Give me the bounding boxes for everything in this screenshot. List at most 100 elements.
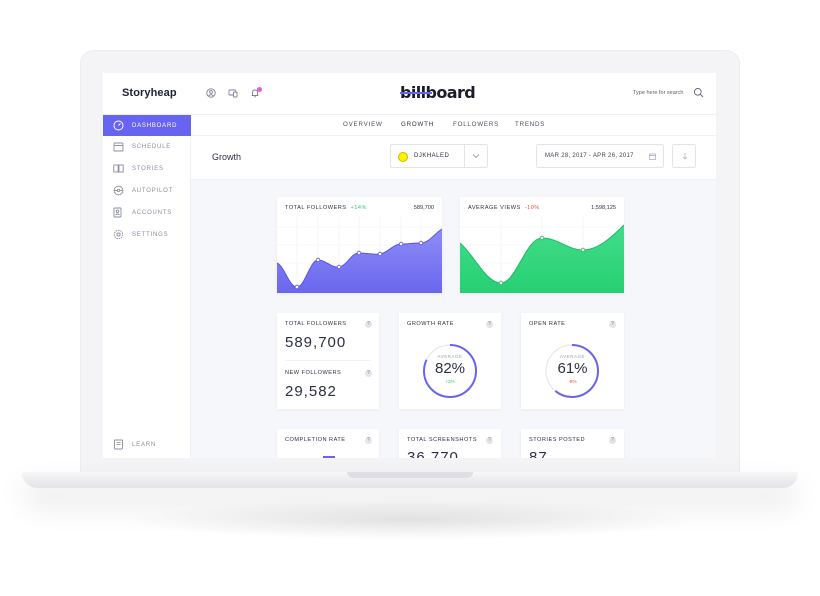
followers-area-chart[interactable] [277, 217, 442, 293]
chart-point [336, 264, 342, 270]
open-rate-ring [545, 344, 599, 398]
date-range-picker[interactable]: MAR 28, 2017 - APR 26, 2017 [536, 144, 664, 168]
total-followers-value: 589,700 [285, 334, 347, 351]
sidebar-item-label: SCHEDULE [132, 143, 172, 150]
sidebar-item-learn[interactable]: LEARN [103, 434, 191, 455]
help-icon[interactable]: ? [365, 437, 372, 444]
user-icon[interactable] [206, 88, 216, 98]
steering-wheel-icon [113, 185, 124, 196]
open-rate-label: OPEN RATE [529, 321, 566, 327]
tab-followers[interactable]: FOLLOWERS [453, 121, 500, 128]
completion-rate-label: COMPLETION RATE [285, 437, 346, 443]
tab-overview[interactable]: OVERVIEW [343, 121, 383, 128]
sidebar-item-label: SETTINGS [132, 231, 169, 238]
sidebar-item-autopilot[interactable]: AUTOPILOT [103, 180, 191, 201]
search-input[interactable]: Type here for search [633, 90, 684, 96]
open-rate-card: OPEN RATE ? AVERAGE 61% -8% [521, 313, 624, 409]
new-followers-value: 29,582 [285, 383, 337, 400]
download-button[interactable] [672, 144, 696, 168]
chart-point [356, 250, 362, 256]
chart-point [398, 241, 404, 247]
views-chart-card: AVERAGE VIEWS -10% 1,598,125 [460, 197, 624, 293]
chart-point [377, 251, 383, 257]
bell-icon[interactable] [250, 88, 260, 98]
open-rate-ring-label: AVERAGE [560, 354, 585, 359]
growth-rate-ring [423, 344, 477, 398]
stories-posted-card: STORIES POSTED ? 87 [521, 429, 624, 458]
views-chart-label: AVERAGE VIEWS [468, 205, 521, 211]
tab-trends[interactable]: TRENDS [515, 121, 546, 128]
growth-rate-label: GROWTH RATE [407, 321, 455, 327]
open-rate-delta: -8% [568, 379, 577, 384]
followers-chart-card: TOTAL FOLLOWERS +14% 589,700 [277, 197, 442, 293]
views-chart-value: 1,598,125 [591, 205, 616, 211]
billboard-logo: billboard [400, 83, 476, 102]
help-icon[interactable]: ? [365, 370, 372, 377]
dashboard-icon [113, 120, 124, 131]
sidebar-item-label: DASHBOARD [132, 122, 178, 129]
views-area [460, 225, 624, 293]
sidebar-item-accounts[interactable]: ACCOUNTS [103, 202, 191, 223]
growth-rate-delta: +3% [445, 379, 455, 384]
chevron-down-icon[interactable] [472, 153, 480, 159]
growth-rate-value: 82% [434, 360, 466, 377]
help-icon[interactable]: ? [609, 321, 616, 328]
accounts-icon [113, 207, 122, 218]
card-divider [285, 360, 371, 361]
views-delta: -10% [524, 205, 540, 211]
download-icon [682, 153, 688, 160]
card-title: TOTAL FOLLOWERS +14% [285, 205, 367, 211]
help-icon[interactable]: ? [486, 437, 493, 444]
calendar-icon [649, 153, 656, 160]
sidebar-item-label: STORIES [132, 165, 164, 172]
select-divider [464, 145, 465, 167]
laptop-notch [347, 472, 473, 478]
help-icon[interactable]: ? [609, 437, 616, 444]
search-icon[interactable] [693, 87, 704, 98]
sidebar-item-settings[interactable]: SETTINGS [103, 224, 191, 245]
tab-bar: OVERVIEW GROWTH FOLLOWERS TRENDS [191, 115, 716, 136]
sidebar-item-dashboard[interactable]: DASHBOARD [103, 115, 191, 136]
dashboard-content: TOTAL FOLLOWERS +14% 589,700 [191, 180, 716, 458]
total-screenshots-card: TOTAL SCREENSHOTS ? 36,770 [399, 429, 501, 458]
chart-point [498, 280, 504, 286]
laptop-shadow [120, 500, 700, 540]
followers-stats-card: TOTAL FOLLOWERS ? 589,700 NEW FOLLOWERS … [277, 313, 379, 409]
brand-name[interactable]: Storyheap [122, 87, 177, 99]
sidebar-item-schedule[interactable]: SCHEDULE [103, 136, 191, 157]
sidebar-item-label: LEARN [132, 441, 157, 448]
sidebar: DASHBOARD SCHEDULE STORIES AUTOPILOT [103, 115, 191, 458]
page-title: Growth [212, 152, 242, 162]
top-bar: Storyheap billboard Type here for search [103, 73, 716, 115]
open-rate-progress [545, 344, 599, 398]
chart-point [315, 257, 321, 263]
account-select[interactable]: DJKHALED [390, 144, 488, 168]
growth-rate-ring-label: AVERAGE [437, 354, 463, 359]
book-icon [114, 439, 123, 450]
views-area-chart[interactable] [460, 217, 624, 293]
sidebar-item-stories[interactable]: STORIES [103, 158, 191, 179]
followers-chart-label: TOTAL FOLLOWERS [285, 205, 347, 211]
laptop-base [22, 472, 798, 488]
completion-rate-card: COMPLETION RATE ? [277, 429, 379, 458]
sidebar-item-label: ACCOUNTS [132, 209, 173, 216]
gear-icon [113, 229, 124, 240]
followers-delta: +14% [350, 205, 367, 211]
page-header: Growth DJKHALED MAR 28, 2017 - APR 26, 2… [191, 136, 716, 180]
help-icon[interactable]: ? [365, 321, 372, 328]
tab-growth[interactable]: GROWTH [401, 121, 434, 128]
total-followers-label: TOTAL FOLLOWERS [285, 321, 347, 327]
open-rate-value: 61% [557, 360, 588, 377]
calendar-icon [113, 142, 124, 152]
chart-point [294, 284, 300, 290]
devices-icon[interactable] [228, 88, 238, 98]
growth-rate-progress [423, 344, 477, 398]
chart-point [580, 247, 586, 253]
new-followers-label: NEW FOLLOWERS [285, 370, 342, 376]
help-icon[interactable]: ? [486, 321, 493, 328]
growth-rate-card: GROWTH RATE ? AVERAGE 82% +3% [399, 313, 501, 409]
active-tab-indicator [400, 92, 432, 94]
app-window: Storyheap billboard Type here for search [103, 73, 716, 458]
completion-ring-arc [323, 456, 335, 458]
followers-chart-value: 589,700 [413, 205, 434, 211]
